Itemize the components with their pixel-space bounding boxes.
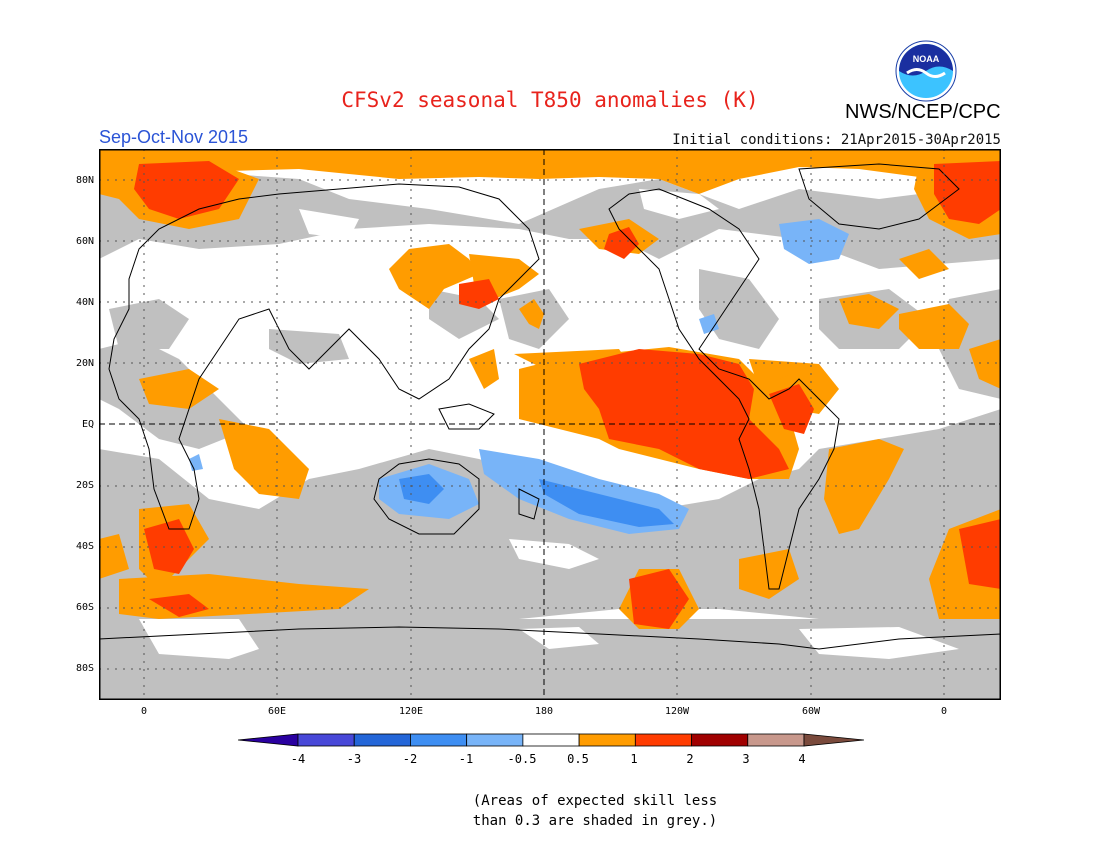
mid-blue-anomaly-regions bbox=[399, 474, 674, 527]
lon-label-0-right: 0 bbox=[940, 706, 948, 717]
season-label: Sep-Oct-Nov 2015 bbox=[99, 127, 249, 147]
anomaly-map bbox=[99, 149, 1001, 700]
legend-bin-8 bbox=[691, 733, 749, 747]
lat-label-80s: 80S bbox=[75, 663, 94, 674]
legend-tick-2: 2 bbox=[686, 752, 694, 766]
legend-tick-minus1: -1 bbox=[458, 752, 474, 766]
lat-label-20s: 20S bbox=[75, 480, 94, 491]
organization-label: NWS/NCEP/CPC bbox=[845, 101, 1001, 123]
coastlines bbox=[99, 163, 1001, 650]
legend-tick-minus4: -4 bbox=[290, 752, 306, 766]
lon-label-60w: 60W bbox=[801, 706, 821, 717]
lat-label-eq: EQ bbox=[81, 419, 94, 430]
color-legend-ticks: -4 -3 -2 -1 -0.5 0.5 1 2 3 4 bbox=[238, 752, 864, 768]
lat-label-40s: 40S bbox=[75, 541, 94, 552]
logo-text: NOAA bbox=[913, 54, 940, 64]
lat-label-80n: 80N bbox=[75, 175, 94, 186]
footnote-line-1: (Areas of expected skill less bbox=[472, 793, 718, 809]
lon-label-0-left: 0 bbox=[140, 706, 148, 717]
lat-label-20n: 20N bbox=[75, 358, 94, 369]
noaa-logo: NOAA bbox=[895, 40, 957, 102]
lat-label-60s: 60S bbox=[75, 602, 94, 613]
legend-bin-6 bbox=[578, 733, 636, 747]
legend-tick-minus0-5: -0.5 bbox=[507, 752, 537, 766]
legend-bin-4 bbox=[466, 733, 524, 747]
legend-tick-3: 3 bbox=[742, 752, 750, 766]
lon-label-120e: 120E bbox=[398, 706, 424, 717]
legend-bin-10 bbox=[803, 733, 864, 747]
legend-bin-3 bbox=[410, 733, 468, 747]
legend-bin-2 bbox=[353, 733, 411, 747]
legend-tick-minus2: -2 bbox=[402, 752, 418, 766]
legend-tick-4: 4 bbox=[798, 752, 806, 766]
legend-bin-7 bbox=[634, 733, 692, 747]
skill-footnote: (Areas of expected skill less than 0.3 a… bbox=[0, 791, 1100, 831]
color-legend bbox=[238, 733, 864, 747]
legend-tick-0-5: 0.5 bbox=[567, 752, 589, 766]
footnote-line-2: than 0.3 are shaded in grey.) bbox=[472, 813, 718, 829]
equator-dateline bbox=[99, 149, 1001, 700]
legend-bin-1 bbox=[297, 733, 355, 747]
lat-label-40n: 40N bbox=[75, 297, 94, 308]
legend-bin-5 bbox=[522, 733, 580, 747]
lon-label-180: 180 bbox=[534, 706, 554, 717]
legend-bin-0 bbox=[238, 733, 299, 747]
map-frame bbox=[99, 149, 1001, 700]
legend-bin-9 bbox=[747, 733, 805, 747]
legend-tick-minus3: -3 bbox=[346, 752, 362, 766]
red-anomaly-regions bbox=[134, 161, 1001, 629]
lon-label-60e: 60E bbox=[267, 706, 287, 717]
lat-label-60n: 60N bbox=[75, 236, 94, 247]
legend-tick-1: 1 bbox=[630, 752, 638, 766]
initial-conditions-label: Initial conditions: 21Apr2015-30Apr2015 bbox=[672, 132, 1001, 148]
lon-label-120w: 120W bbox=[664, 706, 690, 717]
map-title: CFSv2 seasonal T850 anomalies (K) bbox=[341, 88, 759, 112]
